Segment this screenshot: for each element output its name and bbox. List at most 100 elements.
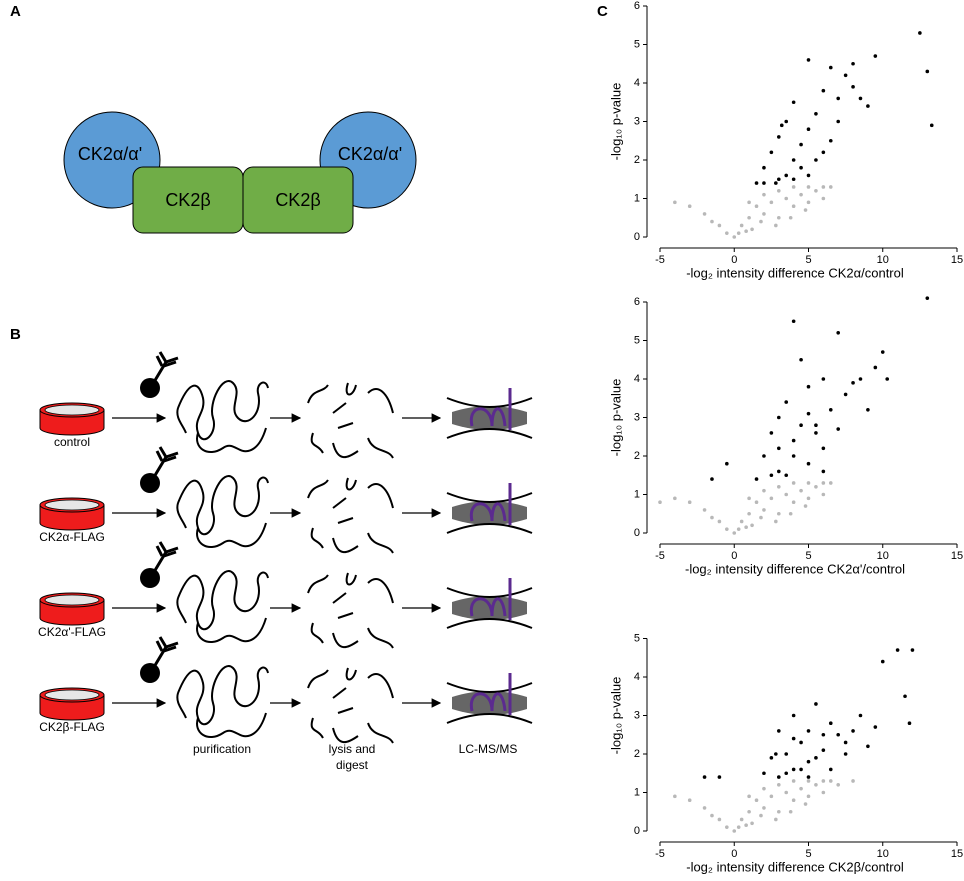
data-point <box>777 415 781 420</box>
data-point <box>799 423 803 428</box>
data-point <box>828 185 833 189</box>
data-point <box>769 473 774 478</box>
data-point <box>769 150 774 155</box>
data-point <box>762 181 766 185</box>
data-point <box>799 357 803 362</box>
data-point <box>821 196 826 201</box>
x-tick-label: 10 <box>877 254 889 266</box>
protein-complex <box>176 665 269 739</box>
data-point <box>851 779 855 783</box>
data-point <box>762 508 766 512</box>
data-point <box>762 786 766 791</box>
data-point <box>828 481 833 485</box>
data-point <box>784 771 789 776</box>
data-point <box>806 58 811 62</box>
y-tick-label: 2 <box>634 154 640 166</box>
data-point <box>828 767 833 772</box>
x-axis-label: -log₂ intensity difference CK2α/control <box>686 265 904 280</box>
data-point <box>777 446 781 451</box>
data-point <box>754 181 759 185</box>
y-tick-label: 5 <box>634 334 640 346</box>
data-point <box>754 798 759 802</box>
data-point <box>658 500 662 505</box>
lc-ms-trace <box>445 576 534 630</box>
data-point <box>788 511 793 516</box>
data-point <box>821 88 826 93</box>
panel-label: A <box>10 3 21 20</box>
antibody <box>138 635 180 685</box>
x-tick-label: 5 <box>805 254 811 266</box>
data-point <box>814 423 818 428</box>
data-point <box>885 377 890 381</box>
y-tick-label: 6 <box>634 0 640 12</box>
data-point <box>673 496 677 501</box>
y-tick-label: 6 <box>634 296 640 308</box>
data-point <box>736 825 741 829</box>
data-point <box>791 177 796 182</box>
step-label: digest <box>336 758 369 772</box>
y-tick-label: 3 <box>634 411 640 423</box>
data-point <box>777 775 781 779</box>
data-point <box>814 112 818 116</box>
workflow: control CK2α-FLAG CK2α'-FLAG CK2β-FLAG <box>38 350 534 744</box>
data-point <box>673 200 677 205</box>
y-tick-label: 0 <box>634 825 640 837</box>
data-point <box>814 702 818 706</box>
data-point <box>803 504 808 508</box>
data-point <box>828 721 833 725</box>
data-point <box>710 515 714 520</box>
data-point <box>821 779 826 783</box>
data-point <box>806 461 811 466</box>
data-point <box>836 427 840 431</box>
protein-complex <box>176 570 269 644</box>
data-point <box>762 212 766 216</box>
x-tick-label: -5 <box>655 848 665 860</box>
data-point <box>762 454 766 458</box>
x-tick-label: -5 <box>655 254 665 266</box>
data-point <box>732 235 737 239</box>
data-point <box>784 400 789 404</box>
data-point <box>791 779 796 783</box>
peptides <box>307 382 394 459</box>
data-point <box>806 729 811 733</box>
data-point <box>747 215 751 220</box>
data-point <box>806 173 811 178</box>
data-point <box>814 158 818 162</box>
data-point <box>784 173 789 178</box>
data-point <box>791 481 796 485</box>
data-point <box>806 794 811 799</box>
data-point <box>821 377 826 381</box>
data-point <box>858 713 863 718</box>
data-point <box>717 519 722 524</box>
x-tick-label: 5 <box>805 550 811 562</box>
data-point <box>836 119 840 124</box>
data-point <box>851 729 855 733</box>
data-point <box>828 408 833 412</box>
data-point <box>814 783 818 787</box>
data-point <box>788 215 793 220</box>
x-axis-label: -log₂ intensity difference CK2α'/control <box>685 561 905 576</box>
peptides <box>307 667 394 744</box>
sample-label: CK2α-FLAG <box>39 530 105 544</box>
data-point <box>777 189 781 193</box>
data-point <box>843 73 848 78</box>
data-point <box>784 196 789 201</box>
data-point <box>806 127 811 131</box>
subunit-label: CK2α/α' <box>78 144 142 164</box>
data-point <box>725 461 729 466</box>
data-point <box>717 775 722 779</box>
data-point <box>784 790 789 795</box>
data-point <box>777 469 781 474</box>
data-point <box>903 694 907 699</box>
data-point <box>736 527 741 531</box>
protein-complex <box>176 380 269 454</box>
x-tick-label: 0 <box>731 550 737 562</box>
data-point <box>821 185 826 189</box>
data-point <box>736 231 741 235</box>
data-point <box>710 477 714 481</box>
data-point <box>806 200 811 205</box>
data-point <box>774 181 778 185</box>
data-point <box>744 229 748 234</box>
y-tick-label: 5 <box>634 38 640 50</box>
sample-label: CK2α'-FLAG <box>38 625 106 639</box>
